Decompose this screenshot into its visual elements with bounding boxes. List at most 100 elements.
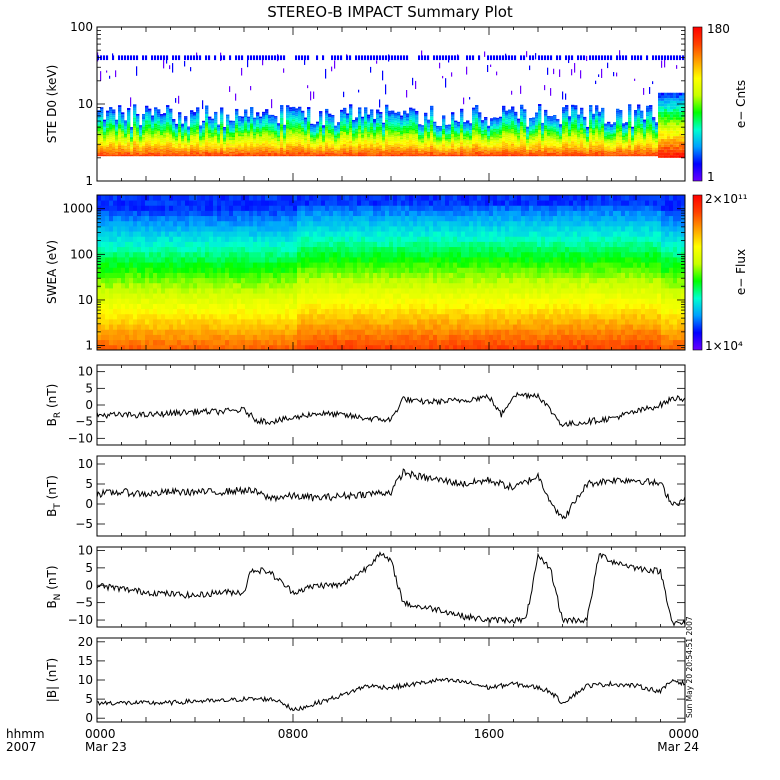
ste-cell <box>643 150 647 152</box>
ste-cell <box>235 110 239 113</box>
ste-cell <box>580 111 584 114</box>
ste-cell <box>163 149 167 151</box>
ste-cell <box>289 113 293 116</box>
ste-cell <box>280 130 284 133</box>
ste-cell <box>145 112 149 115</box>
ste-cell <box>445 128 449 131</box>
ste-cell <box>325 118 329 121</box>
ste-cell <box>205 147 209 150</box>
ste-cell <box>418 136 422 138</box>
ste-cell <box>622 154 626 157</box>
ste-cell <box>253 148 257 150</box>
ste-cell <box>385 149 389 152</box>
ste-cell <box>391 125 395 128</box>
ste-cell <box>532 128 536 131</box>
ste-cell <box>127 154 131 157</box>
ste-cell <box>502 124 506 127</box>
ste-cell <box>142 129 146 132</box>
ste-cell <box>172 143 176 146</box>
ste-cell <box>496 125 500 128</box>
ste-cell <box>616 132 620 135</box>
ste-cell <box>442 134 446 136</box>
ste-cell <box>529 127 533 130</box>
ste-cell <box>262 141 266 144</box>
ste-cell <box>601 150 605 153</box>
ste-cell <box>256 147 260 149</box>
ste-cell <box>292 106 296 109</box>
ste-cell <box>562 125 566 128</box>
ste-cell <box>442 152 446 155</box>
ste-cell <box>340 154 344 157</box>
ste-cell <box>214 145 218 147</box>
ste-cell <box>235 122 239 125</box>
ste-cell <box>682 136 685 139</box>
ste-cell <box>154 131 158 134</box>
ste-cell <box>511 108 515 111</box>
ste-cell <box>259 143 263 145</box>
ste-cell <box>433 133 437 135</box>
ste-cell <box>298 154 302 157</box>
ste-cell <box>289 143 293 146</box>
ste-cell <box>100 107 104 110</box>
ste-cell <box>658 114 662 118</box>
ste-cell <box>412 110 416 113</box>
ste-cell <box>274 126 278 128</box>
ste-cell <box>241 154 245 157</box>
ste-cell <box>568 134 572 137</box>
ste-cell <box>241 142 245 145</box>
ste-cell <box>583 149 587 152</box>
ste-cell <box>121 134 125 137</box>
ste-cell <box>568 151 572 153</box>
ste-cell <box>259 154 263 157</box>
ste-cell <box>679 117 683 120</box>
ste-cell <box>340 138 344 141</box>
ste-cell <box>121 115 125 118</box>
ste-cell <box>208 129 212 132</box>
ste-cell <box>550 122 554 125</box>
ste-cell <box>514 128 518 131</box>
ste-cell <box>208 138 212 140</box>
ste-cell <box>199 136 203 139</box>
ste-cell <box>514 122 518 125</box>
ste-cell <box>640 142 644 145</box>
ste-cell <box>154 119 158 122</box>
ste-cell <box>364 141 368 144</box>
ste-cell <box>334 129 338 131</box>
ste-cell <box>262 143 266 146</box>
ste-cell <box>559 133 563 135</box>
ste-cell <box>532 131 536 134</box>
ste-cell <box>307 133 311 136</box>
ste-cell <box>268 138 272 141</box>
ste-cell <box>634 140 638 143</box>
ste-cell <box>523 113 527 116</box>
ste-cell <box>334 149 338 152</box>
ste-cell <box>103 128 107 131</box>
ste-cell <box>424 152 428 155</box>
ste-cell <box>406 152 410 155</box>
ste-cell <box>253 151 257 153</box>
ste-cell <box>415 122 419 125</box>
ste-cell <box>223 145 227 147</box>
ste-cell <box>631 142 635 144</box>
ste-cell <box>664 141 668 145</box>
ste-cell <box>184 136 188 138</box>
ste-cell <box>175 140 179 142</box>
ste-cell <box>373 139 377 141</box>
ste-cell <box>358 121 362 124</box>
ste-cell <box>484 118 488 121</box>
ste-cell <box>304 133 308 136</box>
ste-cell <box>565 147 569 150</box>
ste-cell <box>595 126 599 129</box>
ste-cell <box>373 143 377 146</box>
ste-cell <box>166 122 170 125</box>
ste-cell <box>364 129 368 132</box>
ste-cell <box>343 142 347 145</box>
ste-cell <box>208 152 212 155</box>
ste-cell <box>223 146 227 148</box>
ste-cell <box>103 148 107 151</box>
ste-cell <box>544 146 548 149</box>
ste-noise-cell <box>229 55 232 61</box>
ste-cell <box>130 144 134 146</box>
ste-cell <box>277 134 281 136</box>
ste-cell <box>448 136 452 138</box>
